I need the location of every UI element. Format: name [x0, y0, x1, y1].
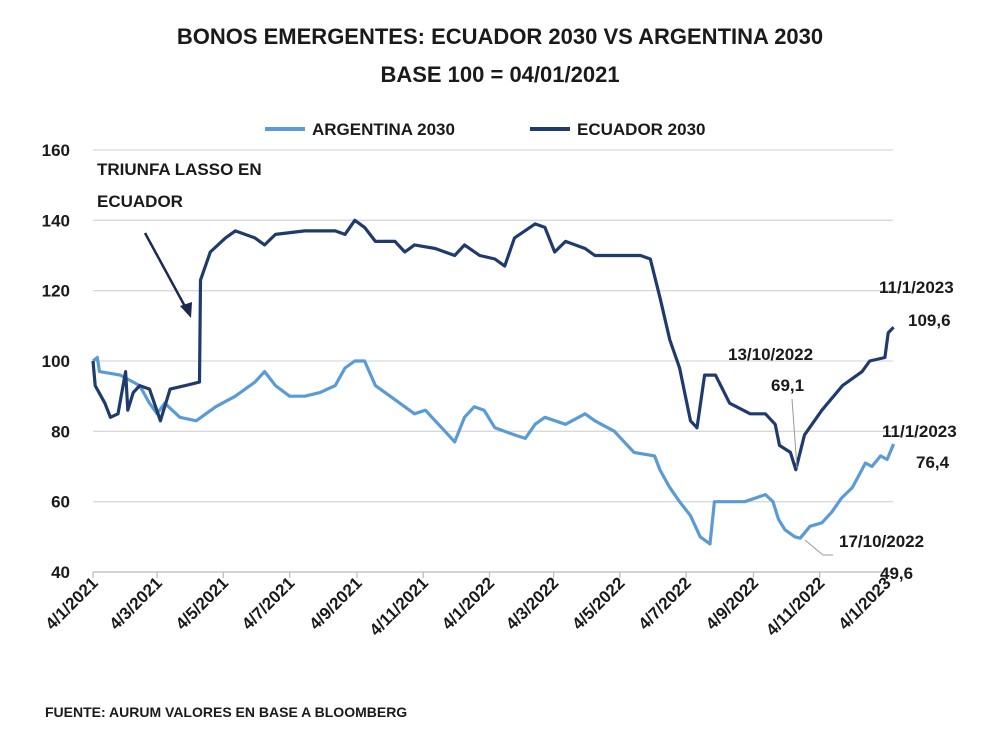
x-tick-label: 4/7/2022 — [635, 573, 695, 633]
x-tick-label: 4/1/2022 — [438, 573, 498, 633]
series-line-argentina-2030 — [91, 355, 896, 546]
label-argentina-min-date: 17/10/2022 — [839, 532, 924, 551]
legend-label-ecuador: ECUADOR 2030 — [577, 120, 706, 139]
series-line-ecuador-2030 — [91, 218, 895, 472]
chart-subtitle: BASE 100 = 04/01/2021 — [380, 62, 619, 87]
annotation-lasso-line1: TRIUNFA LASSO EN — [97, 160, 262, 179]
chart-title: BONOS EMERGENTES: ECUADOR 2030 VS ARGENT… — [177, 24, 823, 49]
x-tick-label: 4/9/2021 — [306, 573, 366, 633]
label-argentina-min-value: 49,6 — [880, 564, 913, 583]
source-note: FUENTE: AURUM VALORES EN BASE A BLOOMBER… — [45, 704, 407, 720]
y-tick-label: 60 — [51, 493, 70, 512]
y-tick-label: 160 — [42, 141, 70, 160]
legend: ARGENTINA 2030 ECUADOR 2030 — [265, 120, 706, 139]
leader-line-argentina — [804, 539, 833, 556]
y-tick-label: 120 — [42, 282, 70, 301]
legend-label-argentina: ARGENTINA 2030 — [312, 120, 455, 139]
x-tick-label: 4/1/2021 — [42, 573, 102, 633]
x-tick-label: 4/5/2021 — [172, 573, 232, 633]
leader-line-ecuador — [791, 398, 798, 469]
label-argentina-end-date: 11/1/2023 — [882, 422, 957, 441]
x-tick-label: 4/3/2022 — [502, 573, 562, 633]
label-ecuador-end-date: 11/1/2023 — [879, 278, 954, 297]
x-tick-label: 4/3/2021 — [106, 573, 166, 633]
x-tick-label: 4/11/2022 — [762, 573, 828, 639]
label-ecuador-end-value: 109,6 — [908, 311, 951, 330]
arrow-icon — [143, 232, 190, 313]
y-tick-label: 80 — [51, 422, 70, 441]
y-axis: 40 60 80 100 120 140 160 — [42, 141, 70, 582]
y-tick-label: 40 — [51, 563, 70, 582]
y-tick-label: 140 — [42, 211, 70, 230]
x-tick-label: 4/5/2022 — [568, 573, 628, 633]
annotation-lasso-line2: ECUADOR — [97, 192, 183, 211]
series-lines — [91, 218, 896, 546]
label-ecuador-min-date: 13/10/2022 — [728, 345, 813, 364]
x-tick-label: 4/7/2021 — [238, 573, 298, 633]
x-tick-label: 4/9/2022 — [702, 573, 762, 633]
x-axis: 4/1/2021 4/3/2021 4/5/2021 4/7/2021 4/9/2021… — [42, 571, 895, 640]
annotation-lasso: TRIUNFA LASSO EN ECUADOR — [97, 160, 262, 318]
data-labels: 11/1/2023 109,6 13/10/2022 69,1 11/1/202… — [728, 278, 957, 583]
x-tick-label: 4/11/2021 — [366, 573, 432, 639]
label-ecuador-min-value: 69,1 — [771, 376, 804, 395]
label-argentina-end-value: 76,4 — [916, 453, 950, 472]
y-tick-label: 100 — [42, 352, 70, 371]
arrowhead-icon — [180, 302, 192, 318]
